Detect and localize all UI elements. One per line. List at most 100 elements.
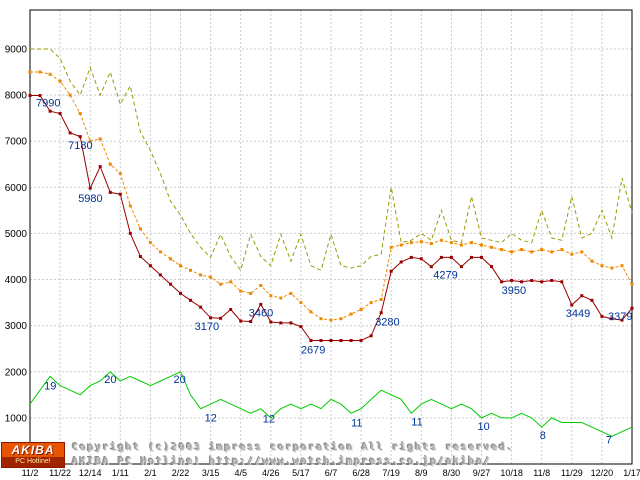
average-price-marker — [319, 317, 323, 321]
average-price-marker — [309, 310, 313, 314]
average-price-marker — [570, 252, 574, 256]
lowest-price-marker — [520, 280, 524, 284]
y-axis-tick-label: 3000 — [5, 321, 28, 332]
lowest-price-marker — [138, 255, 142, 258]
lowest-price-marker — [269, 320, 273, 324]
average-price-marker — [158, 250, 162, 254]
x-axis-tick-label: 11/22 — [49, 468, 71, 478]
x-axis-tick-label: 1/17 — [623, 468, 640, 478]
average-price-marker — [189, 268, 192, 272]
x-axis-tick-label: 12/14 — [79, 468, 102, 478]
lowest-price-marker — [259, 302, 263, 306]
average-price-marker — [550, 250, 554, 254]
lowest-price-marker — [580, 294, 584, 298]
value-annotation: 3280 — [375, 317, 399, 329]
average-price-marker — [239, 289, 243, 293]
lowest-price-marker — [399, 260, 403, 264]
lowest-price-marker — [510, 279, 514, 282]
value-annotation: 12 — [263, 414, 275, 426]
average-price-marker — [560, 248, 564, 252]
lowest-price-marker — [179, 291, 182, 295]
x-axis-tick-label: 11/2 — [22, 468, 39, 478]
lowest-price-marker — [219, 316, 223, 320]
lowest-price-marker — [209, 316, 213, 320]
value-annotation: 10 — [478, 421, 490, 433]
lowest-price-marker — [249, 320, 253, 323]
value-annotation: 4279 — [433, 270, 457, 282]
value-annotation: 20 — [104, 374, 116, 386]
average-price-marker — [480, 243, 483, 247]
lowest-price-marker — [108, 190, 112, 194]
x-axis-tick-label: 9/27 — [473, 468, 491, 478]
x-axis-tick-label: 8/30 — [443, 468, 461, 478]
lowest-price-marker — [630, 306, 634, 310]
lowest-price-marker — [309, 339, 313, 342]
lowest-price-marker — [540, 280, 544, 284]
average-price-marker — [259, 284, 263, 287]
lowest-price-marker — [158, 273, 162, 277]
value-annotation: 20 — [174, 374, 186, 386]
lowest-price-marker — [429, 265, 433, 269]
average-price-marker — [128, 204, 132, 208]
lowest-price-marker — [189, 298, 192, 302]
average-price-marker — [369, 301, 373, 305]
average-price-marker — [379, 297, 383, 301]
value-annotation: 3950 — [502, 285, 526, 297]
value-annotation: 11 — [351, 417, 362, 429]
average-price-marker — [409, 241, 413, 245]
lowest-price-marker — [58, 112, 62, 115]
average-price-marker — [399, 243, 403, 247]
average-price-marker — [419, 240, 423, 244]
average-price-marker — [299, 301, 303, 305]
value-annotation: 2679 — [301, 345, 325, 357]
lowest-price-marker — [68, 131, 72, 135]
average-price-marker — [439, 238, 443, 242]
lowest-price-marker — [439, 255, 443, 259]
x-axis-tick-label: 3/15 — [202, 468, 220, 478]
average-price-marker — [138, 227, 142, 231]
average-price-marker — [78, 112, 82, 115]
value-annotation: 12 — [205, 413, 217, 425]
value-annotation: 7180 — [68, 140, 92, 152]
average-price-marker — [349, 312, 353, 316]
x-axis-tick-label: 2/1 — [144, 468, 157, 478]
value-annotation: 11 — [411, 416, 422, 428]
lowest-price-marker — [98, 165, 102, 169]
lowest-price-marker — [459, 265, 463, 269]
average-price-marker — [179, 264, 182, 268]
average-price-marker — [269, 294, 273, 298]
y-axis-tick-label: 4000 — [5, 275, 28, 286]
average-price-marker — [590, 259, 594, 263]
average-price-marker — [38, 70, 42, 74]
average-price-marker — [359, 308, 363, 311]
lowest-price-marker — [118, 192, 122, 196]
highest-price-line — [30, 48, 633, 272]
average-price-marker — [48, 72, 52, 76]
average-price-marker — [249, 291, 253, 295]
lowest-price-marker — [128, 231, 132, 235]
lowest-price-marker — [379, 311, 383, 315]
average-price-marker — [108, 162, 112, 166]
average-price-marker — [28, 70, 32, 74]
average-price-marker — [389, 245, 393, 249]
lowest-price-marker — [419, 257, 423, 261]
lowest-price-marker — [550, 279, 554, 282]
average-price-marker — [68, 93, 72, 97]
average-price-marker — [459, 243, 463, 247]
average-price-marker — [169, 257, 172, 261]
average-price-marker — [289, 291, 293, 295]
x-axis-tick-label: 12/20 — [591, 468, 614, 478]
lowest-price-marker — [299, 325, 303, 329]
lowest-price-marker — [490, 265, 493, 269]
average-price-marker — [490, 245, 493, 249]
average-price-marker — [449, 241, 453, 245]
lowest-price-marker — [289, 321, 293, 325]
value-annotation: 3449 — [566, 308, 590, 320]
average-price-marker — [580, 250, 584, 254]
average-price-marker — [329, 318, 333, 322]
lowest-price-marker — [48, 109, 52, 113]
y-axis-tick-label: 7000 — [5, 137, 28, 148]
y-axis-tick-label: 5000 — [5, 229, 28, 240]
lowest-price-marker — [239, 319, 243, 323]
average-price-marker — [510, 250, 514, 254]
